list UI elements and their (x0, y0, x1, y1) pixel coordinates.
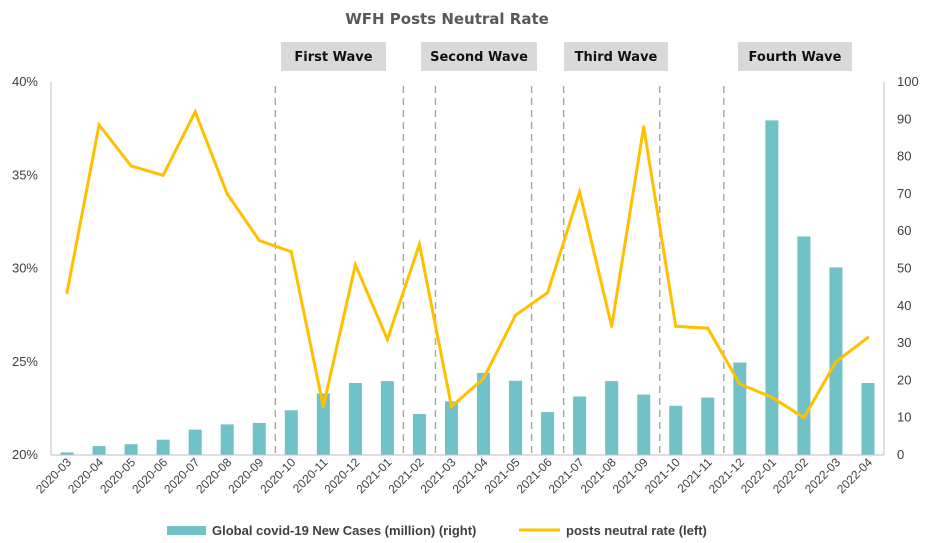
line-point-2021-08 (610, 324, 614, 328)
wave-label-box (421, 42, 537, 71)
wave-label-box (564, 42, 668, 71)
bar-2022-04 (861, 383, 875, 455)
bar-2021-06 (541, 412, 555, 455)
bar-2020-06 (156, 439, 170, 455)
line-point-2020-12 (353, 263, 357, 267)
right-tick-label: 60 (897, 223, 911, 238)
wave-label-1: First Wave (281, 42, 386, 71)
line-point-2020-08 (225, 192, 229, 196)
bar-2021-07 (573, 396, 587, 455)
x-tick-label: 2021-10 (642, 455, 683, 496)
wave-label-2: Second Wave (421, 42, 537, 71)
line-point-2020-11 (321, 405, 325, 409)
wave-label-4: Fourth Wave (738, 42, 852, 71)
left-tick-label: 20% (12, 447, 38, 462)
bar-2020-10 (284, 410, 298, 455)
legend-label-line: posts neutral rate (left) (566, 523, 707, 538)
bar-2020-05 (124, 444, 138, 455)
bar-2021-03 (444, 401, 458, 455)
bar-2020-08 (220, 424, 234, 455)
bar-2021-09 (637, 394, 651, 455)
wave-label-text: Second Wave (430, 50, 528, 65)
line-point-2020-05 (129, 164, 133, 168)
x-tick-label: 2022-04 (834, 455, 875, 496)
legend-item-bars: Global covid-19 New Cases (million) (rig… (167, 523, 476, 538)
line-point-2021-01 (385, 337, 389, 341)
line-point-2022-04 (866, 336, 870, 340)
x-tick-label: 2020-10 (257, 455, 298, 496)
line-point-2022-02 (802, 416, 806, 420)
bar-series (60, 120, 875, 455)
bar-2020-07 (188, 429, 202, 455)
bar-2021-05 (509, 380, 523, 455)
right-tick-label: 20 (897, 372, 911, 387)
wave-annotations: First Wave Second Wave Third Wave Fourth Wa… (281, 42, 852, 71)
wave-label-3: Third Wave (564, 42, 668, 71)
line-point-2020-07 (193, 110, 197, 114)
line-point-2021-03 (449, 405, 453, 409)
right-tick-label: 10 (897, 410, 911, 425)
right-tick-label: 90 (897, 111, 911, 126)
neutral-rate-line (65, 108, 869, 420)
bar-2020-04 (92, 446, 106, 455)
bar-2021-01 (380, 381, 394, 455)
line-point-2020-03 (65, 291, 69, 295)
line-point-2021-09 (642, 125, 646, 129)
bar-2021-11 (701, 397, 715, 455)
legend-label-bars: Global covid-19 New Cases (million) (rig… (212, 523, 476, 538)
line-point-2021-02 (417, 242, 421, 246)
bar-2021-08 (605, 381, 619, 455)
right-tick-label: 50 (897, 261, 911, 276)
wave-label-text: Third Wave (575, 50, 658, 65)
line-point-2020-09 (257, 239, 261, 243)
legend: Global covid-19 New Cases (million) (rig… (167, 523, 707, 538)
line-point-2020-04 (97, 123, 101, 127)
right-tick-label: 40 (897, 298, 911, 313)
bar-2020-11 (316, 393, 330, 455)
wave-label-text: First Wave (294, 50, 372, 65)
axes: 20% 25% 30% 35% 40% 0 10 20 30 40 50 60 70 80 90 100 202… (12, 74, 919, 496)
legend-swatch-bars (167, 526, 206, 535)
line-point-2021-12 (738, 382, 742, 386)
left-tick-label: 35% (12, 167, 38, 182)
right-tick-label: 80 (897, 149, 911, 164)
right-tick-label: 100 (897, 74, 919, 89)
bar-2020-12 (348, 383, 362, 455)
bar-2021-10 (669, 405, 683, 455)
wave-label-box (738, 42, 852, 71)
wave-label-text: Fourth Wave (749, 50, 842, 65)
bar-2021-04 (477, 372, 491, 455)
right-tick-label: 0 (897, 447, 904, 462)
line-point-2021-10 (674, 324, 678, 328)
line-point-2020-06 (161, 173, 165, 177)
bar-2021-02 (412, 413, 426, 455)
line-series (65, 108, 870, 420)
wave-label-box (281, 42, 386, 71)
line-point-2022-01 (770, 395, 774, 399)
line-point-2022-03 (834, 360, 838, 364)
line-point-2020-10 (289, 250, 293, 254)
line-point-2021-07 (578, 190, 582, 194)
right-tick-label: 30 (897, 335, 911, 350)
line-point-2021-04 (482, 377, 486, 381)
line-point-2021-11 (706, 326, 710, 330)
right-tick-label: 70 (897, 186, 911, 201)
bar-2020-03 (60, 452, 74, 455)
left-tick-label: 25% (12, 354, 38, 369)
line-point-2021-05 (514, 313, 518, 317)
wave-dividers (274, 86, 725, 455)
line-point-2021-06 (546, 291, 550, 295)
bar-2022-02 (797, 236, 811, 455)
bar-2022-01 (765, 120, 779, 455)
chart-title: WFH Posts Neutral Rate (345, 10, 549, 28)
left-tick-label: 30% (12, 261, 38, 276)
bar-2020-09 (252, 422, 266, 455)
legend-item-line: posts neutral rate (left) (519, 523, 707, 538)
left-tick-label: 40% (12, 74, 38, 89)
